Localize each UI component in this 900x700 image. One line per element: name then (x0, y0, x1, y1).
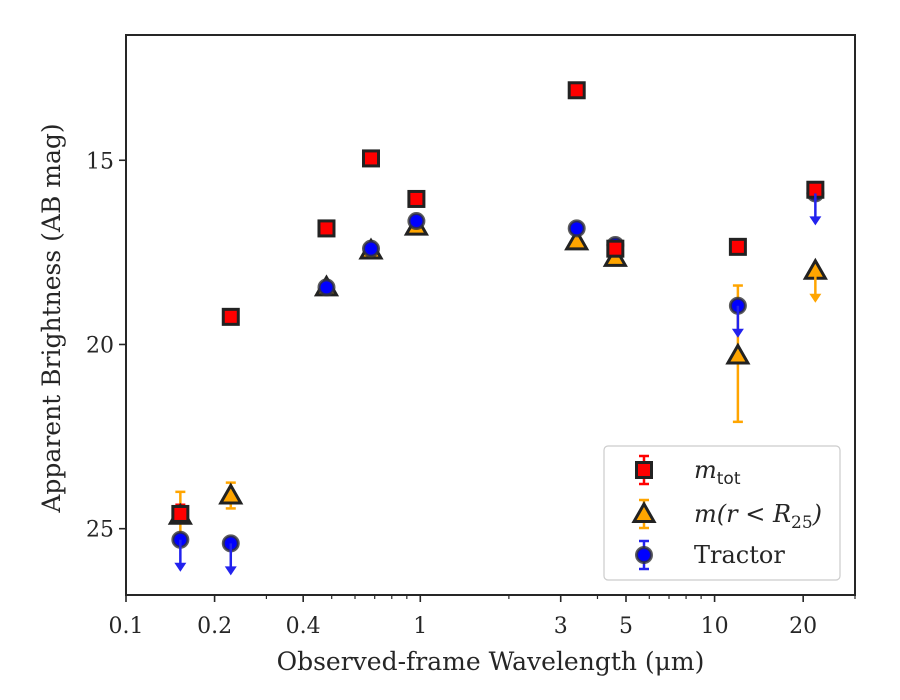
upper-limit-arrows (174, 193, 822, 576)
x-tick-label: 0.2 (197, 614, 232, 639)
legend-label-subscript: tot (717, 469, 741, 489)
plot-frame (125, 34, 856, 596)
legend-marker-square (635, 461, 653, 479)
x-tick-label: 3 (554, 614, 568, 639)
data-point-square (606, 239, 625, 258)
data-point-triangle (725, 342, 751, 365)
x-tick-label: 20 (789, 614, 817, 639)
data-point-square (728, 237, 747, 256)
data-point-square (362, 149, 381, 168)
data-point-circle (362, 239, 381, 258)
legend-marker-triangle (631, 500, 657, 523)
legend-label-suffix: ) (812, 500, 822, 528)
upper-limit-arrowhead (224, 566, 237, 576)
legend-label-main: m(r < R (694, 500, 791, 528)
x-tick-label: 0.1 (109, 614, 144, 639)
legend-box (603, 445, 841, 581)
legend-label-main: Tractor (694, 541, 785, 569)
y-tick-label: 15 (86, 149, 114, 174)
x-axis-ticks: 0.1 0.2 0.4 1 3 5 10 20 (109, 595, 856, 639)
y-axis-label: Apparent Brightness (AB mag) (37, 123, 66, 513)
data-point-circle (567, 219, 586, 238)
legend-label-main: m (694, 456, 717, 484)
data-point-triangle (218, 482, 244, 505)
y-tick-label: 25 (86, 518, 114, 543)
data-point-circle (407, 212, 426, 231)
data-point-square (221, 307, 240, 326)
y-tick-label: 20 (86, 333, 114, 358)
data-point-triangle (564, 228, 590, 251)
data-point-square (317, 219, 336, 238)
legend-label-subscript: 25 (791, 513, 813, 533)
x-tick-label: 10 (701, 614, 729, 639)
x-tick-label: 5 (619, 614, 633, 639)
legend: mtot m(r < R25) Tractor (603, 445, 841, 581)
upper-limit-arrowhead (809, 216, 822, 226)
data-point-square (407, 189, 426, 208)
data-point-circle (317, 278, 336, 297)
legend-label: m(r < R25) (694, 500, 822, 533)
x-tick-label: 1 (413, 614, 427, 639)
upper-limit-arrowhead (174, 562, 187, 572)
legend-label: Tractor (694, 541, 785, 569)
data-point-square (171, 504, 190, 523)
x-axis-label: Observed-frame Wavelength (μm) (277, 647, 705, 676)
upper-limit-arrowhead (809, 293, 822, 303)
y-axis-ticks: 15 20 25 (86, 149, 126, 543)
legend-label: mtot (694, 456, 741, 489)
legend-marker-circle (635, 546, 653, 564)
x-tick-label: 0.4 (286, 614, 321, 639)
upper-limit-arrowhead (731, 328, 744, 338)
data-point-square (567, 81, 586, 100)
